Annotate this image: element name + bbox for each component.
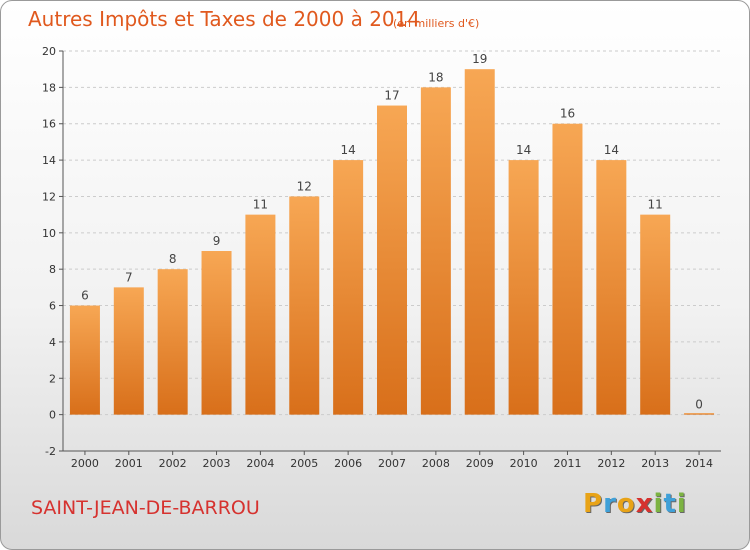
- y-tick-label: 0: [49, 409, 56, 422]
- bar-2012: [596, 160, 627, 415]
- data-label: 14: [604, 143, 619, 157]
- data-label: 16: [560, 107, 575, 121]
- y-tick-label: 18: [42, 81, 56, 94]
- bar-2003: [201, 251, 232, 415]
- logo-letter: r: [603, 489, 617, 519]
- bar-2004: [245, 214, 276, 415]
- y-tick-label: 10: [42, 227, 56, 240]
- y-tick-label: 8: [49, 263, 56, 276]
- x-tick-label: 2007: [378, 457, 406, 470]
- logo-letter: i: [676, 489, 687, 519]
- x-tick-label: 2008: [422, 457, 450, 470]
- x-tick-label: 2009: [466, 457, 494, 470]
- data-label: 19: [472, 52, 487, 66]
- data-label: 6: [81, 289, 89, 303]
- bar-2013: [640, 214, 671, 415]
- logo-letter: o: [616, 489, 636, 519]
- x-tick-label: 2001: [115, 457, 143, 470]
- logo-letter: x: [635, 489, 654, 519]
- chart-title: Autres Impôts et Taxes de 2000 à 2014: [28, 7, 421, 31]
- y-tick-label: 12: [42, 190, 56, 203]
- bar-2007: [377, 105, 407, 415]
- y-tick-label: 2: [49, 372, 56, 385]
- logo-letter: i: [653, 489, 664, 519]
- y-tick-label: 14: [42, 154, 56, 167]
- bar-2005: [289, 196, 320, 415]
- x-tick-label: 2006: [334, 457, 362, 470]
- x-tick-label: 2010: [510, 457, 538, 470]
- y-tick-label: 4: [49, 336, 56, 349]
- y-tick-label: 6: [49, 300, 56, 313]
- bar-2006: [333, 160, 364, 415]
- bar-2001: [113, 287, 144, 415]
- y-tick-label: -2: [45, 445, 56, 458]
- bar-2010: [508, 160, 539, 415]
- data-label: 14: [516, 143, 531, 157]
- data-label: 11: [648, 198, 663, 212]
- bar-2009: [464, 69, 495, 415]
- commune-name: SAINT-JEAN-DE-BARROU: [31, 497, 260, 519]
- data-label: 12: [297, 179, 312, 193]
- data-label: 7: [125, 270, 133, 284]
- bar-2002: [157, 269, 188, 415]
- y-tick-label: 16: [42, 118, 56, 131]
- logo-letter: t: [663, 489, 677, 519]
- bar-2014: [684, 413, 715, 415]
- proxiti-logo: Proxiti: [583, 489, 687, 519]
- chart-unit: (en milliers d'€): [393, 17, 480, 30]
- x-tick-label: 2011: [553, 457, 581, 470]
- data-label: 9: [213, 234, 221, 248]
- data-label: 0: [695, 398, 703, 412]
- data-label: 11: [253, 198, 268, 212]
- logo-letter: P: [583, 489, 604, 519]
- data-label: 14: [340, 143, 355, 157]
- x-tick-label: 2000: [71, 457, 99, 470]
- x-tick-label: 2004: [246, 457, 274, 470]
- bar-2008: [420, 87, 451, 415]
- bar-2011: [552, 123, 583, 415]
- data-label: 8: [169, 252, 177, 266]
- x-tick-label: 2013: [641, 457, 669, 470]
- data-label: 17: [384, 89, 399, 103]
- x-tick-label: 2012: [597, 457, 625, 470]
- x-tick-label: 2003: [203, 457, 231, 470]
- data-label: 18: [428, 70, 443, 84]
- x-tick-label: 2005: [290, 457, 318, 470]
- x-tick-label: 2014: [685, 457, 713, 470]
- bar-2000: [69, 305, 100, 415]
- x-tick-label: 2002: [159, 457, 187, 470]
- y-tick-label: 20: [42, 45, 56, 58]
